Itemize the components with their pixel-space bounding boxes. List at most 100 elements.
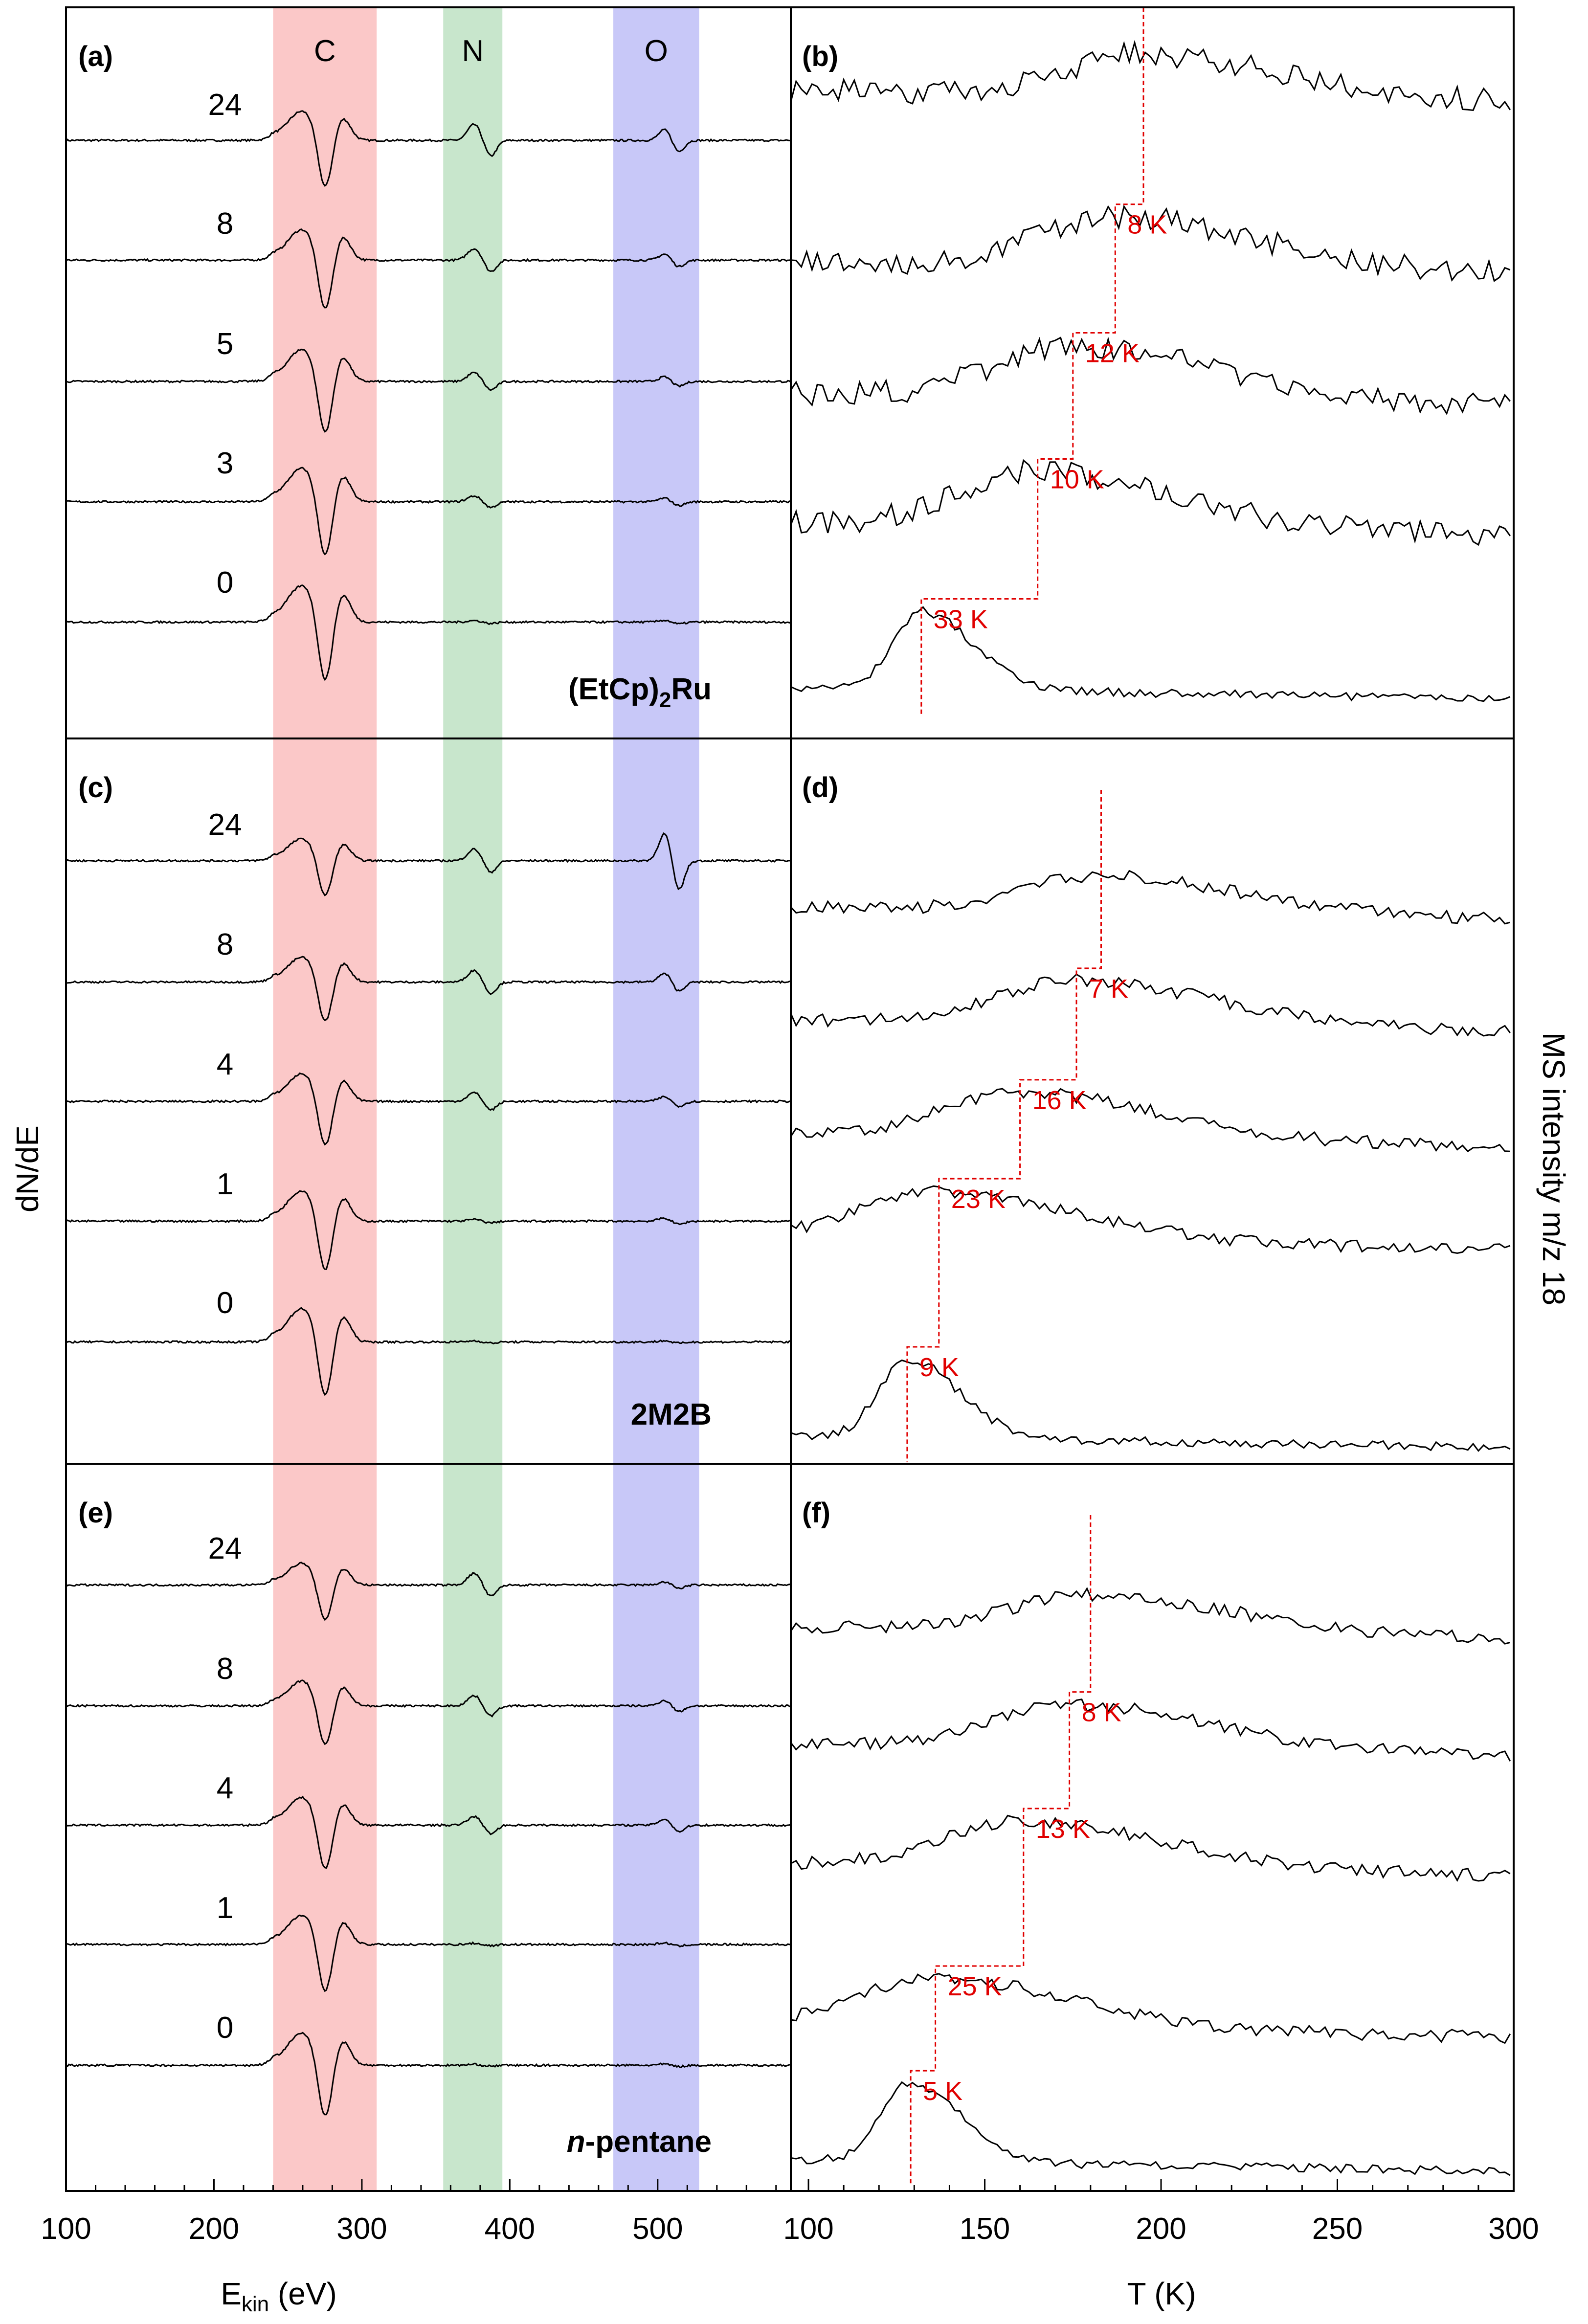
cycle-label: 24 bbox=[208, 1532, 242, 1565]
aes-spectrum bbox=[66, 1190, 791, 1270]
aes-spectrum bbox=[66, 1795, 791, 1869]
tpd-trace bbox=[790, 606, 1511, 702]
aes-spectrum bbox=[66, 1072, 791, 1146]
tpd-trace bbox=[790, 204, 1511, 282]
cycle-label: 0 bbox=[217, 2011, 233, 2045]
panel-label: (f) bbox=[802, 1497, 830, 1529]
aes-spectrum bbox=[66, 1914, 791, 1992]
right-x-tick-label: 100 bbox=[783, 2212, 833, 2246]
shift-label: 33 K bbox=[934, 605, 988, 634]
band-label-O: O bbox=[645, 34, 668, 68]
tpd-trace bbox=[790, 40, 1511, 112]
molecule-label: 2M2B bbox=[631, 1398, 712, 1431]
peak-guide bbox=[920, 7, 1144, 714]
tpd-trace bbox=[790, 1185, 1511, 1254]
molecule-tail: Ru bbox=[671, 672, 712, 706]
red-peak-guides bbox=[906, 7, 1144, 2186]
tpd-trace bbox=[790, 1814, 1511, 1882]
cycle-label: 0 bbox=[217, 1286, 233, 1320]
left-x-axis-title-sub: kin bbox=[242, 2292, 269, 2316]
molecule-main: (EtCp) bbox=[568, 672, 659, 706]
shift-label: 13 K bbox=[1036, 1814, 1090, 1844]
cycle-label: 3 bbox=[217, 447, 233, 480]
right-x-tick-label: 200 bbox=[1136, 2212, 1186, 2246]
cycle-label: 0 bbox=[217, 566, 233, 600]
left-x-axis-title: Ekin (eV) bbox=[221, 2276, 337, 2316]
aes-spectrum bbox=[66, 348, 791, 433]
tpd-trace bbox=[790, 1088, 1510, 1153]
cycle-label: 8 bbox=[217, 928, 233, 961]
panel-label: (a) bbox=[78, 41, 113, 72]
cycle-label: 5 bbox=[217, 327, 233, 361]
shift-label: 7 K bbox=[1089, 974, 1128, 1004]
aes-spectrum bbox=[66, 584, 791, 681]
left-y-axis-title: dN/dE bbox=[10, 1125, 45, 1212]
tpd-trace bbox=[790, 973, 1511, 1037]
band-label-C: C bbox=[314, 34, 336, 68]
shift-label: 23 K bbox=[951, 1184, 1006, 1214]
cycle-label: 24 bbox=[208, 808, 242, 842]
shift-label: 8 K bbox=[1082, 1698, 1121, 1727]
cycle-label: 8 bbox=[217, 1652, 233, 1686]
tpd-trace bbox=[790, 870, 1511, 925]
tpd-trace bbox=[790, 1587, 1511, 1645]
tpd-trace bbox=[790, 1973, 1511, 2044]
tpd-frame bbox=[790, 1463, 1515, 2192]
band-N bbox=[443, 7, 503, 2191]
band-label-N: N bbox=[462, 34, 484, 68]
left-x-tick-label: 100 bbox=[41, 2212, 91, 2246]
aes-spectrum bbox=[66, 1307, 791, 1396]
panel-label: (e) bbox=[78, 1497, 113, 1529]
molecule-main: 2M2B bbox=[631, 1398, 712, 1431]
cycle-label: 4 bbox=[217, 1771, 233, 1805]
tpd-trace bbox=[790, 336, 1511, 416]
panel-labels: C N O248530(a)(EtCp)2Ru248410(c)2M2B248410… bbox=[78, 34, 1167, 2159]
molecule-sub: 2 bbox=[659, 688, 671, 712]
left-x-tick-label: 200 bbox=[189, 2212, 239, 2246]
molecule-tail: -pentane bbox=[585, 2125, 712, 2159]
tpd-trace bbox=[790, 1698, 1511, 1762]
tpd-trace bbox=[790, 1359, 1511, 1452]
shift-label: 8 K bbox=[1127, 210, 1167, 240]
tpd-frame bbox=[790, 6, 1515, 739]
cycle-label: 4 bbox=[217, 1048, 233, 1081]
panel-label: (c) bbox=[78, 772, 113, 804]
right-x-tick-label: 150 bbox=[960, 2212, 1010, 2246]
shift-label: 25 K bbox=[948, 1972, 1002, 2001]
aes-spectrum bbox=[65, 1562, 791, 1621]
peak-guide bbox=[906, 790, 1102, 1462]
right-x-tick-label: 300 bbox=[1488, 2212, 1539, 2246]
shift-label: 16 K bbox=[1032, 1086, 1087, 1115]
aes-spectrum bbox=[66, 1679, 791, 1745]
molecule-label: n-pentane bbox=[567, 2125, 712, 2159]
x-axes: 100 200 300 400 500 100 150 200 250 300 bbox=[41, 2179, 1539, 2246]
right-x-tick-label: 250 bbox=[1312, 2212, 1363, 2246]
tpd-trace bbox=[790, 2081, 1511, 2176]
aes-spectrum bbox=[66, 467, 791, 556]
cycle-label: 8 bbox=[217, 207, 233, 241]
panel-label: (b) bbox=[802, 41, 838, 72]
molecule-label: (EtCp)2Ru bbox=[568, 672, 712, 712]
molecule-italic: n bbox=[567, 2125, 585, 2159]
cycle-label: 1 bbox=[217, 1167, 233, 1201]
aes-spectrum bbox=[66, 832, 791, 896]
panel-frames bbox=[65, 6, 1515, 2192]
left-x-tick-label: 500 bbox=[632, 2212, 683, 2246]
shift-label: 12 K bbox=[1085, 339, 1140, 368]
spectra-curves bbox=[65, 40, 1511, 2176]
cycle-label: 1 bbox=[217, 1891, 233, 1925]
aes-spectrum bbox=[66, 228, 791, 309]
peak-guide bbox=[910, 1515, 1092, 2186]
shift-label: 10 K bbox=[1050, 465, 1104, 494]
shift-label: 9 K bbox=[919, 1353, 959, 1382]
aes-spectrum bbox=[66, 2032, 791, 2116]
left-x-tick-label: 400 bbox=[485, 2212, 535, 2246]
left-x-tick-label: 300 bbox=[336, 2212, 387, 2246]
right-x-axis-title: T (K) bbox=[1127, 2276, 1196, 2311]
shift-label: 5 K bbox=[923, 2077, 962, 2106]
tpd-trace bbox=[790, 459, 1511, 546]
panel-label: (d) bbox=[802, 772, 838, 804]
right-y-axis-title: MS intensity m/z 18 bbox=[1536, 1032, 1571, 1305]
cycle-label: 24 bbox=[208, 88, 242, 122]
